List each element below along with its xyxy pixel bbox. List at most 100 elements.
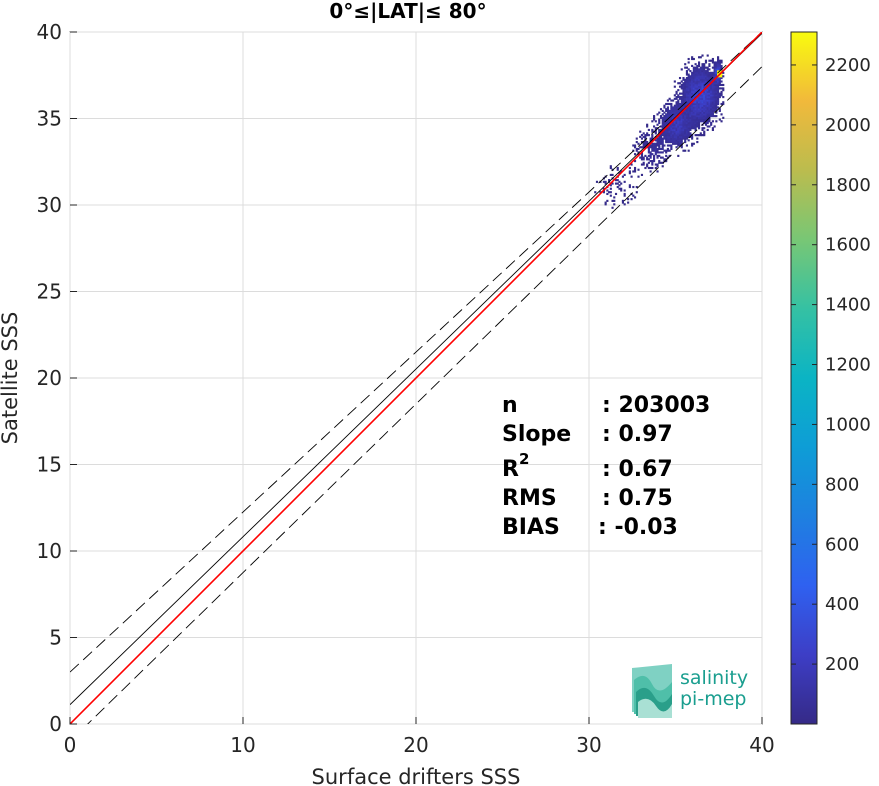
heatmap-cell: [706, 106, 709, 109]
heatmap-cell: [613, 199, 616, 202]
heatmap-cell: [646, 156, 649, 159]
heatmap-cell: [675, 130, 678, 133]
heatmap-cell: [703, 115, 706, 118]
heatmap-cell: [692, 89, 695, 92]
heatmap-cell: [718, 66, 721, 69]
heatmap-cell: [720, 92, 723, 95]
heatmap-cell: [675, 135, 678, 138]
heatmap-cell: [687, 75, 690, 78]
heatmap-cell: [680, 140, 683, 144]
heatmap-cell: [684, 87, 687, 90]
heatmap-cell: [689, 89, 692, 92]
heatmap-cell: [706, 125, 709, 128]
heatmap-cell: [647, 147, 650, 151]
heatmap-cell: [694, 96, 697, 99]
heatmap-cell: [701, 85, 704, 88]
heatmap-cell: [682, 111, 685, 114]
heatmap-cell: [694, 89, 697, 92]
heatmap-cell: [633, 146, 637, 149]
heatmap-cell: [706, 66, 709, 69]
heatmap-cell: [703, 80, 706, 83]
heatmap-cell: [670, 113, 673, 116]
heatmap-cell: [653, 116, 656, 119]
heatmap-cell: [692, 118, 695, 121]
heatmap-cell: [718, 63, 721, 66]
heatmap-cell: [687, 111, 690, 114]
heatmap-cell: [699, 134, 702, 137]
heatmap-cell: [708, 118, 711, 121]
heatmap-cell: [685, 130, 689, 133]
heatmap-cell: [611, 182, 614, 185]
heatmap-cell: [673, 128, 676, 132]
heatmap-cell: [717, 96, 720, 99]
heatmap-cell: [691, 71, 694, 74]
heatmap-cell: [672, 116, 675, 119]
heatmap-cell: [697, 56, 701, 59]
heatmap-cell: [699, 56, 702, 59]
heatmap-cell: [666, 116, 669, 119]
heatmap-cell: [703, 108, 706, 111]
heatmap-cell: [692, 78, 695, 81]
heatmap-cell: [691, 73, 694, 76]
heatmap-cell: [711, 85, 714, 88]
heatmap-cell: [710, 123, 713, 126]
heatmap-cell: [644, 142, 647, 145]
heatmap-cell: [715, 108, 718, 111]
heatmap-cell: [661, 121, 664, 125]
heatmap-cell: [635, 149, 638, 152]
heatmap-cell: [642, 135, 645, 138]
heatmap-cell: [684, 123, 687, 126]
heatmap-cell: [687, 115, 690, 118]
heatmap-cell: [678, 140, 682, 144]
x-tick-label: 20: [403, 733, 428, 757]
heatmap-cell: [696, 68, 699, 71]
heatmap-cell: [642, 158, 645, 161]
heatmap-cell: [678, 123, 682, 126]
heatmap-cell: [680, 80, 683, 83]
heatmap-cell: [697, 123, 701, 126]
heatmap-cell: [703, 102, 706, 106]
heatmap-cell: [704, 90, 708, 93]
heatmap-cell: [682, 149, 685, 152]
heatmap-cell: [653, 156, 656, 159]
heatmap-cell: [720, 75, 723, 78]
heatmap-cell: [697, 85, 701, 88]
heatmap-cell: [694, 116, 697, 119]
heatmap-cell: [661, 116, 664, 119]
heatmap-cell: [678, 96, 682, 99]
heatmap-cell: [675, 121, 678, 125]
heatmap-cell: [689, 104, 692, 107]
heatmap-cell: [701, 83, 704, 87]
heatmap-cell: [685, 127, 689, 130]
heatmap-cell: [689, 90, 692, 93]
x-tick-label: 10: [230, 733, 255, 757]
heatmap-cell: [633, 160, 637, 163]
heatmap-cell: [649, 170, 652, 173]
heatmap-cell: [637, 142, 640, 145]
heatmap-cell: [691, 109, 694, 112]
heatmap-cell: [708, 96, 711, 99]
heatmap-cell: [710, 73, 713, 76]
heatmap-cell: [651, 146, 654, 149]
heatmap-cell: [659, 135, 663, 138]
heatmap-cell: [713, 108, 716, 111]
heatmap-cell: [685, 90, 689, 93]
heatmap-cell: [704, 66, 708, 69]
heatmap-cell: [680, 96, 683, 99]
heatmap-cell: [720, 64, 723, 67]
heatmap-cell: [691, 121, 694, 125]
heatmap-cell: [620, 182, 623, 185]
heatmap-cell: [684, 140, 687, 144]
heatmap-cell: [609, 165, 612, 168]
heatmap-cell: [656, 154, 659, 157]
heatmap-cell: [692, 102, 695, 106]
heatmap-cell: [656, 163, 659, 166]
heatmap-cell: [715, 94, 718, 97]
heatmap-cell: [663, 149, 666, 152]
heatmap-cell: [677, 130, 680, 133]
heatmap-cell: [678, 144, 682, 147]
heatmap-cell: [644, 137, 647, 140]
heatmap-cell: [653, 142, 656, 145]
heatmap-cell: [602, 191, 605, 194]
heatmap-cell: [653, 115, 656, 118]
